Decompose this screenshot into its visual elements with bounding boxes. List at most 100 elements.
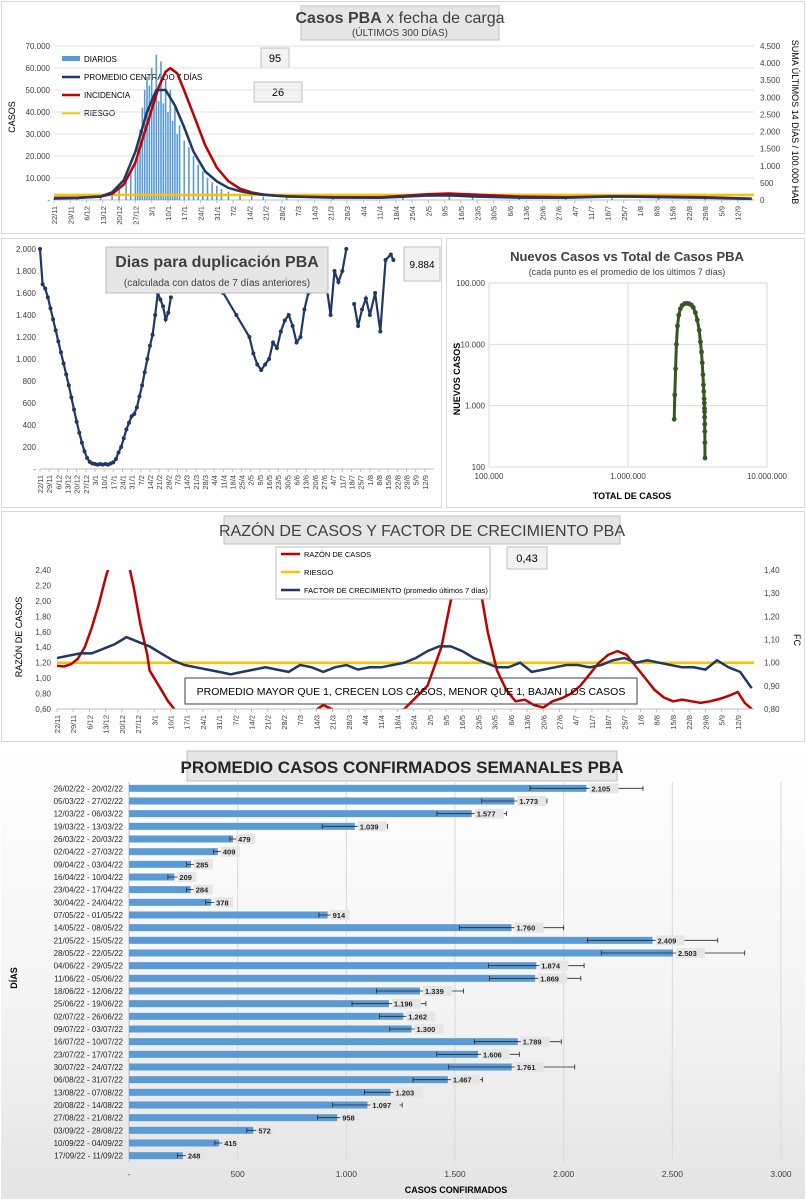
category-label: 26/02/22 - 20/02/22 <box>54 784 124 793</box>
data-label-bg <box>193 859 213 870</box>
week-bar <box>129 1126 254 1134</box>
category-label: 04/06/22 - 29/05/22 <box>54 962 124 971</box>
x-tick-label: 6/12 <box>54 475 63 490</box>
incidencia-line <box>53 66 752 200</box>
duplicacion-point <box>66 383 71 388</box>
data-label-bg <box>514 1062 544 1072</box>
data-label: 1.761 <box>517 1063 536 1072</box>
duplicacion-point <box>45 295 50 300</box>
note-box <box>184 677 638 705</box>
daily-bar <box>174 107 176 200</box>
data-label-bg <box>474 808 504 819</box>
x-tick-label: 27/6 <box>555 715 564 730</box>
x-tick-label: 22/8 <box>685 715 694 730</box>
data-label: 1.606 <box>483 1050 502 1059</box>
x-tick-label: 28/3 <box>201 475 210 490</box>
duplicacion-point <box>270 340 275 345</box>
x-tick-label: 27/12 <box>82 475 91 494</box>
y-tick-label: 30.000 <box>26 130 51 139</box>
data-label: 1.773 <box>519 797 538 806</box>
chart-title: Dias para duplicación PBA <box>115 254 319 271</box>
data-label-bg <box>414 1024 444 1034</box>
x-tick-label: - <box>128 1169 131 1179</box>
x-tick-label: 24/1 <box>118 475 127 490</box>
scatter-point <box>702 429 708 434</box>
x-tick-label: 25/7 <box>620 715 629 730</box>
legend-box <box>275 546 491 600</box>
x-tick-label: 3/1 <box>150 715 159 725</box>
duplicacion-point <box>332 269 337 273</box>
x-tick-label: 11/7 <box>338 475 347 489</box>
data-label-bg <box>340 1112 360 1123</box>
scatter-point <box>701 396 707 402</box>
duplicacion-point <box>147 343 152 348</box>
data-label-bg <box>220 846 240 857</box>
chart-casos-panel: Casos PBA x fecha de carga (ÚLTIMOS 300 … <box>1 1 805 234</box>
duplicacion-point <box>53 328 58 333</box>
daily-bar <box>250 195 253 200</box>
duplicacion-point <box>352 302 357 306</box>
x-tick-label: 13/6 <box>522 206 531 221</box>
duplicacion-point <box>72 407 77 412</box>
duplicacion-point <box>119 445 124 449</box>
scatter-point <box>699 360 705 366</box>
data-label-bg <box>177 872 197 882</box>
data-label-bg <box>520 1036 550 1047</box>
legend-label: RIESGO <box>84 109 115 118</box>
x-tick-label: 8/8 <box>652 206 661 216</box>
x-tick-label: 25/4 <box>408 206 417 221</box>
scatter-point <box>702 440 708 445</box>
daily-bar <box>111 193 113 200</box>
daily-bar <box>262 196 265 200</box>
category-label: 11/06/22 - 05/06/22 <box>54 974 123 983</box>
x-tick-label: 4/7 <box>329 475 338 485</box>
x-tick-label: 14/2 <box>248 715 257 730</box>
x-tick-label: 12/9 <box>734 206 743 221</box>
duplicacion-point <box>134 405 139 410</box>
data-label-bg <box>193 884 213 895</box>
scatter-point <box>701 382 706 388</box>
category-label: 06/08/22 - 31/07/22 <box>54 1076 124 1085</box>
x-tick-label: 7/3 <box>296 715 305 725</box>
y-tick-label: - <box>47 196 50 205</box>
duplicacion-point <box>82 449 87 454</box>
x-tick-label: 4/4 <box>361 715 370 725</box>
data-label: 1.869 <box>540 974 559 983</box>
x-tick-label: 13/6 <box>523 715 532 730</box>
data-label-bg <box>655 935 685 946</box>
duplicacion-point <box>298 335 303 339</box>
x-tick-label: 27/6 <box>555 206 564 221</box>
x-tick-label: 30/5 <box>283 475 292 490</box>
y2-tick-label: 1.500 <box>760 145 781 154</box>
daily-bar <box>176 134 179 200</box>
week-bar <box>129 987 421 995</box>
chart-title: Nuevos Casos vs Total de Casos PBA <box>510 249 744 264</box>
x-tick-label: 22/11 <box>36 475 45 493</box>
duplicacion-point <box>142 370 147 375</box>
daily-bar <box>139 129 141 200</box>
category-label: 20/08/22 - 14/08/22 <box>54 1101 124 1110</box>
x-tick-label: 28/2 <box>278 206 287 221</box>
data-label: 209 <box>179 873 192 882</box>
duplicacion-point <box>378 329 383 334</box>
x-tick-label: 28/2 <box>164 475 173 490</box>
daily-bar <box>136 145 139 200</box>
x-tick-label: 17/1 <box>109 475 118 490</box>
chart-razon: 0,60 0,80 1,00 1,20 1,40 1,60 1,80 2,00 2,20 2,40… <box>14 515 802 734</box>
data-label-bg <box>481 1049 511 1060</box>
data-label-bg <box>406 1011 436 1022</box>
duplicacion-point <box>255 362 260 367</box>
x-tick-label: 15/8 <box>669 206 678 221</box>
duplicacion-point <box>43 286 48 291</box>
x-tick-label: 4/7 <box>571 206 580 216</box>
daily-bar <box>53 198 55 200</box>
x-tick-label: 22/8 <box>393 475 402 490</box>
legend-label: RAZÓN DE CASOS <box>304 550 371 559</box>
data-label-bg <box>391 998 421 1009</box>
category-label: 09/07/22 - 03/07/22 <box>54 1025 124 1034</box>
daily-bar <box>129 173 132 200</box>
title-box <box>223 515 621 545</box>
data-label: 1.097 <box>372 1101 391 1110</box>
week-bar <box>129 1139 220 1147</box>
chart-duplicacion: - 200 400 600 800 1.000 1.200 1.400 1.600 1.800 2.… <box>16 245 441 494</box>
